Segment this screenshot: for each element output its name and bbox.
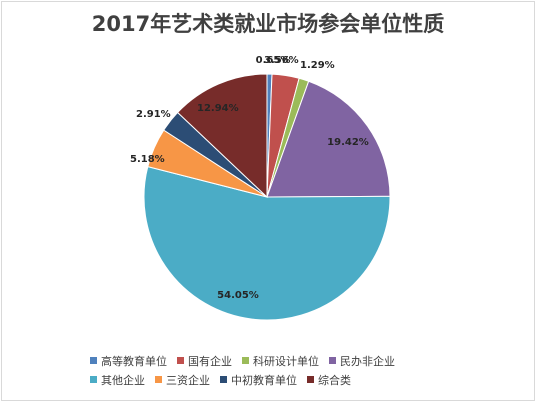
legend-item-8: 综合类 bbox=[307, 372, 351, 388]
legend-swatch bbox=[177, 357, 184, 364]
legend-label: 科研设计单位 bbox=[253, 354, 319, 368]
data-label-7: 2.91% bbox=[136, 109, 171, 120]
legend-item-2: 国有企业 bbox=[177, 353, 232, 369]
legend-swatch bbox=[329, 357, 336, 364]
pie-slice-4 bbox=[266, 80, 391, 198]
legend-label: 三资企业 bbox=[166, 373, 210, 387]
pie-slice-8 bbox=[176, 73, 268, 199]
legend-item-1: 高等教育单位 bbox=[90, 353, 167, 369]
legend: 高等教育单位 国有企业 科研设计单位 民办非企业 其他企业 三资企业 中初教育单位 综合类 bbox=[90, 351, 480, 389]
pie-slice-5 bbox=[143, 166, 391, 321]
legend-label: 中初教育单位 bbox=[231, 373, 297, 387]
data-label-1: 0.65% bbox=[256, 55, 291, 66]
legend-row: 其他企业 三资企业 中初教育单位 综合类 bbox=[90, 370, 480, 389]
data-label-5: 54.05% bbox=[217, 290, 259, 301]
legend-swatch bbox=[90, 357, 97, 364]
legend-label: 民办非企业 bbox=[340, 354, 395, 368]
legend-label: 其他企业 bbox=[101, 373, 145, 387]
legend-swatch bbox=[155, 376, 162, 383]
legend-item-4: 民办非企业 bbox=[329, 353, 395, 369]
data-label-6: 5.18% bbox=[130, 154, 165, 165]
data-label-4: 19.42% bbox=[327, 137, 369, 148]
legend-item-5: 其他企业 bbox=[90, 372, 145, 388]
legend-swatch bbox=[220, 376, 227, 383]
legend-label: 综合类 bbox=[318, 373, 351, 387]
legend-swatch bbox=[242, 357, 249, 364]
legend-label: 高等教育单位 bbox=[101, 354, 167, 368]
data-label-2: 3.56% bbox=[264, 55, 299, 66]
chart-title: 2017年艺术类就业市场参会单位性质 bbox=[91, 12, 445, 36]
legend-label: 国有企业 bbox=[188, 354, 232, 368]
legend-swatch bbox=[307, 376, 314, 383]
data-label-3: 1.29% bbox=[300, 60, 335, 71]
legend-item-6: 三资企业 bbox=[155, 372, 210, 388]
legend-item-7: 中初教育单位 bbox=[220, 372, 297, 388]
legend-row: 高等教育单位 国有企业 科研设计单位 民办非企业 bbox=[90, 351, 480, 370]
legend-swatch bbox=[90, 376, 97, 383]
legend-item-3: 科研设计单位 bbox=[242, 353, 319, 369]
data-label-8: 12.94% bbox=[197, 103, 239, 114]
